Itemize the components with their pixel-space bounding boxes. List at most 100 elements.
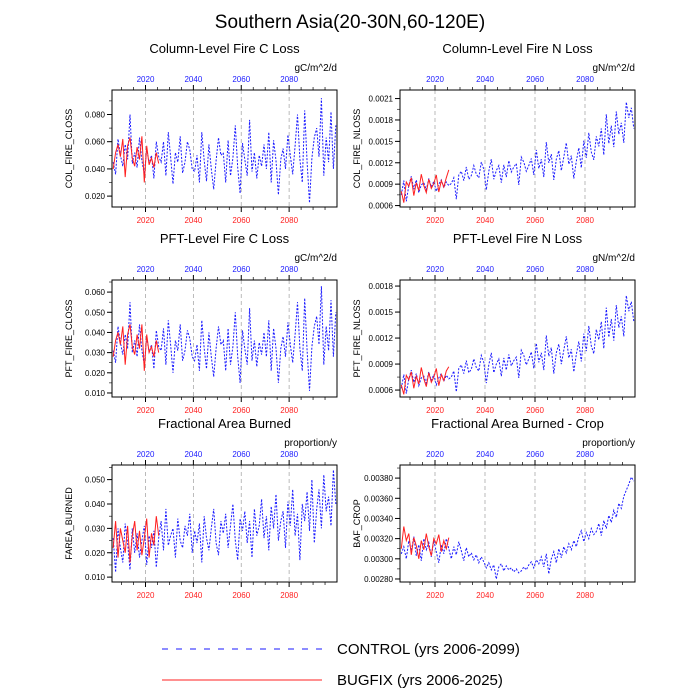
x-tick-label-top: 2020 — [137, 75, 155, 84]
x-tick-label: 2080 — [280, 216, 298, 225]
x-tick-label-top: 2060 — [526, 265, 544, 274]
y-tick-label: 0.050 — [85, 308, 106, 317]
x-tick-label-top: 2040 — [184, 75, 202, 84]
x-tick-label: 2060 — [526, 591, 544, 600]
y-tick-label: 0.00360 — [364, 494, 393, 503]
x-tick-label: 2080 — [576, 406, 594, 415]
x-tick-label: 2060 — [526, 216, 544, 225]
series-control-line — [400, 475, 635, 580]
plot-frame — [111, 89, 338, 208]
x-tick-label: 2040 — [184, 216, 202, 225]
y-tick-label: 0.0009 — [369, 360, 394, 369]
y-tick-label: 0.00280 — [364, 575, 393, 584]
legend-control-label: CONTROL (yrs 2006-2099) — [337, 641, 520, 658]
x-tick-label-top: 2060 — [232, 450, 250, 459]
x-tick-label: 2020 — [426, 216, 444, 225]
series-bugfix-line — [112, 136, 160, 183]
legend-bugfix-label: BUGFIX (yrs 2006-2025) — [337, 672, 503, 689]
units-label: gC/m^2/d — [295, 253, 338, 264]
x-tick-label: 2020 — [137, 216, 155, 225]
y-tick-label: 0.060 — [85, 288, 106, 297]
y-axis-label: COL_FIRE_CLOSS — [64, 109, 74, 189]
y-tick-label: 0.040 — [85, 500, 106, 509]
panel-title: Fractional Area Burned — [158, 416, 291, 431]
x-tick-label-top: 2080 — [280, 75, 298, 84]
panel-title: Column-Level Fire C Loss — [149, 41, 300, 56]
x-tick-label: 2040 — [476, 406, 494, 415]
x-tick-label: 2080 — [280, 591, 298, 600]
figure-title: Southern Asia(20-30N,60-120E) — [215, 12, 485, 33]
x-tick-label-top: 2040 — [476, 75, 494, 84]
y-tick-label: 0.010 — [85, 573, 106, 582]
x-tick-label-top: 2020 — [137, 265, 155, 274]
units-label: proportion/y — [582, 438, 635, 449]
x-tick-label: 2060 — [232, 216, 250, 225]
x-tick-label: 2060 — [232, 591, 250, 600]
y-tick-label: 0.020 — [85, 549, 106, 558]
series-control-line — [400, 102, 635, 202]
y-tick-label: 0.0006 — [369, 386, 394, 395]
y-tick-label: 0.020 — [85, 192, 106, 201]
y-tick-label: 0.030 — [85, 524, 106, 533]
y-tick-label: 0.040 — [85, 328, 106, 337]
y-tick-label: 0.00380 — [364, 474, 393, 483]
y-tick-label: 0.00340 — [364, 514, 393, 523]
y-tick-label: 0.020 — [85, 369, 106, 378]
x-tick-label: 2040 — [184, 406, 202, 415]
x-tick-label-top: 2060 — [526, 75, 544, 84]
x-tick-label-top: 2080 — [280, 450, 298, 459]
y-tick-label: 0.0012 — [369, 159, 394, 168]
y-tick-label: 0.0015 — [369, 137, 394, 146]
series-bugfix-line — [112, 324, 160, 371]
x-tick-label-top: 2080 — [576, 265, 594, 274]
x-tick-label: 2080 — [576, 216, 594, 225]
plot-frame — [111, 279, 338, 398]
panel-6: Fractional Area Burned - Crop proportion/… — [352, 416, 636, 600]
series-bugfix-line — [400, 366, 450, 395]
y-tick-label: 0.060 — [85, 138, 106, 147]
panel-title: PFT-Level Fire N Loss — [453, 231, 583, 246]
x-tick-label: 2020 — [426, 591, 444, 600]
x-tick-label-top: 2080 — [576, 450, 594, 459]
x-tick-label: 2020 — [137, 406, 155, 415]
series-control-line — [112, 98, 337, 203]
series-control-line — [400, 295, 635, 394]
x-tick-label-top: 2060 — [232, 265, 250, 274]
panel-4: PFT-Level Fire N Loss gN/m^2/d 2020 2020 204… — [352, 231, 636, 415]
units-label: gC/m^2/d — [295, 63, 338, 74]
panel-title: Fractional Area Burned - Crop — [431, 416, 604, 431]
y-tick-label: 0.0009 — [369, 180, 394, 189]
x-tick-label: 2020 — [137, 591, 155, 600]
x-tick-label-top: 2020 — [426, 75, 444, 84]
x-tick-label-top: 2020 — [426, 450, 444, 459]
x-tick-label-top: 2040 — [476, 265, 494, 274]
x-tick-label: 2020 — [426, 406, 444, 415]
series-bugfix-line — [400, 169, 450, 203]
x-tick-label-top: 2060 — [526, 450, 544, 459]
units-label: gN/m^2/d — [593, 63, 636, 74]
y-tick-label: 0.0021 — [369, 95, 394, 104]
series-bugfix-line — [400, 526, 450, 559]
panel-5: Fractional Area Burned proportion/y 2020 20… — [64, 416, 338, 600]
y-tick-label: 0.00300 — [364, 555, 393, 564]
legend: CONTROL (yrs 2006-2099) BUGFIX (yrs 2006… — [162, 641, 520, 689]
x-tick-label: 2040 — [476, 216, 494, 225]
x-tick-label-top: 2060 — [232, 75, 250, 84]
y-tick-label: 0.0018 — [369, 282, 394, 291]
x-tick-label-top: 2040 — [184, 450, 202, 459]
y-tick-label: 0.0006 — [369, 202, 394, 211]
y-tick-label: 0.080 — [85, 110, 106, 119]
plot-frame — [399, 89, 636, 208]
y-tick-label: 0.010 — [85, 389, 106, 398]
x-tick-label-top: 2080 — [576, 75, 594, 84]
x-tick-label-top: 2020 — [137, 450, 155, 459]
x-tick-label: 2060 — [526, 406, 544, 415]
y-tick-label: 0.0018 — [369, 116, 394, 125]
y-axis-label: FAREA_BURNED — [64, 487, 74, 560]
units-label: gN/m^2/d — [593, 253, 636, 264]
x-tick-label-top: 2020 — [426, 265, 444, 274]
y-axis-label: COL_FIRE_NLOSS — [352, 109, 362, 189]
y-tick-label: 0.050 — [85, 476, 106, 485]
plot-frame — [399, 464, 636, 583]
